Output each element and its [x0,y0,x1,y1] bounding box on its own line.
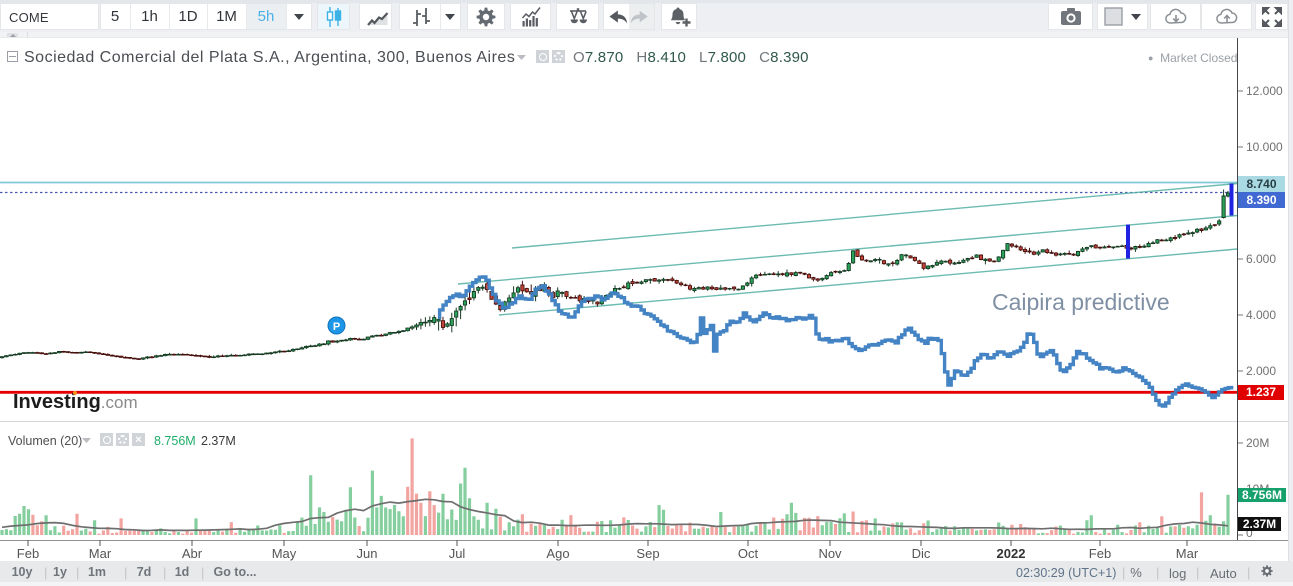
svg-text:P: P [333,321,340,333]
